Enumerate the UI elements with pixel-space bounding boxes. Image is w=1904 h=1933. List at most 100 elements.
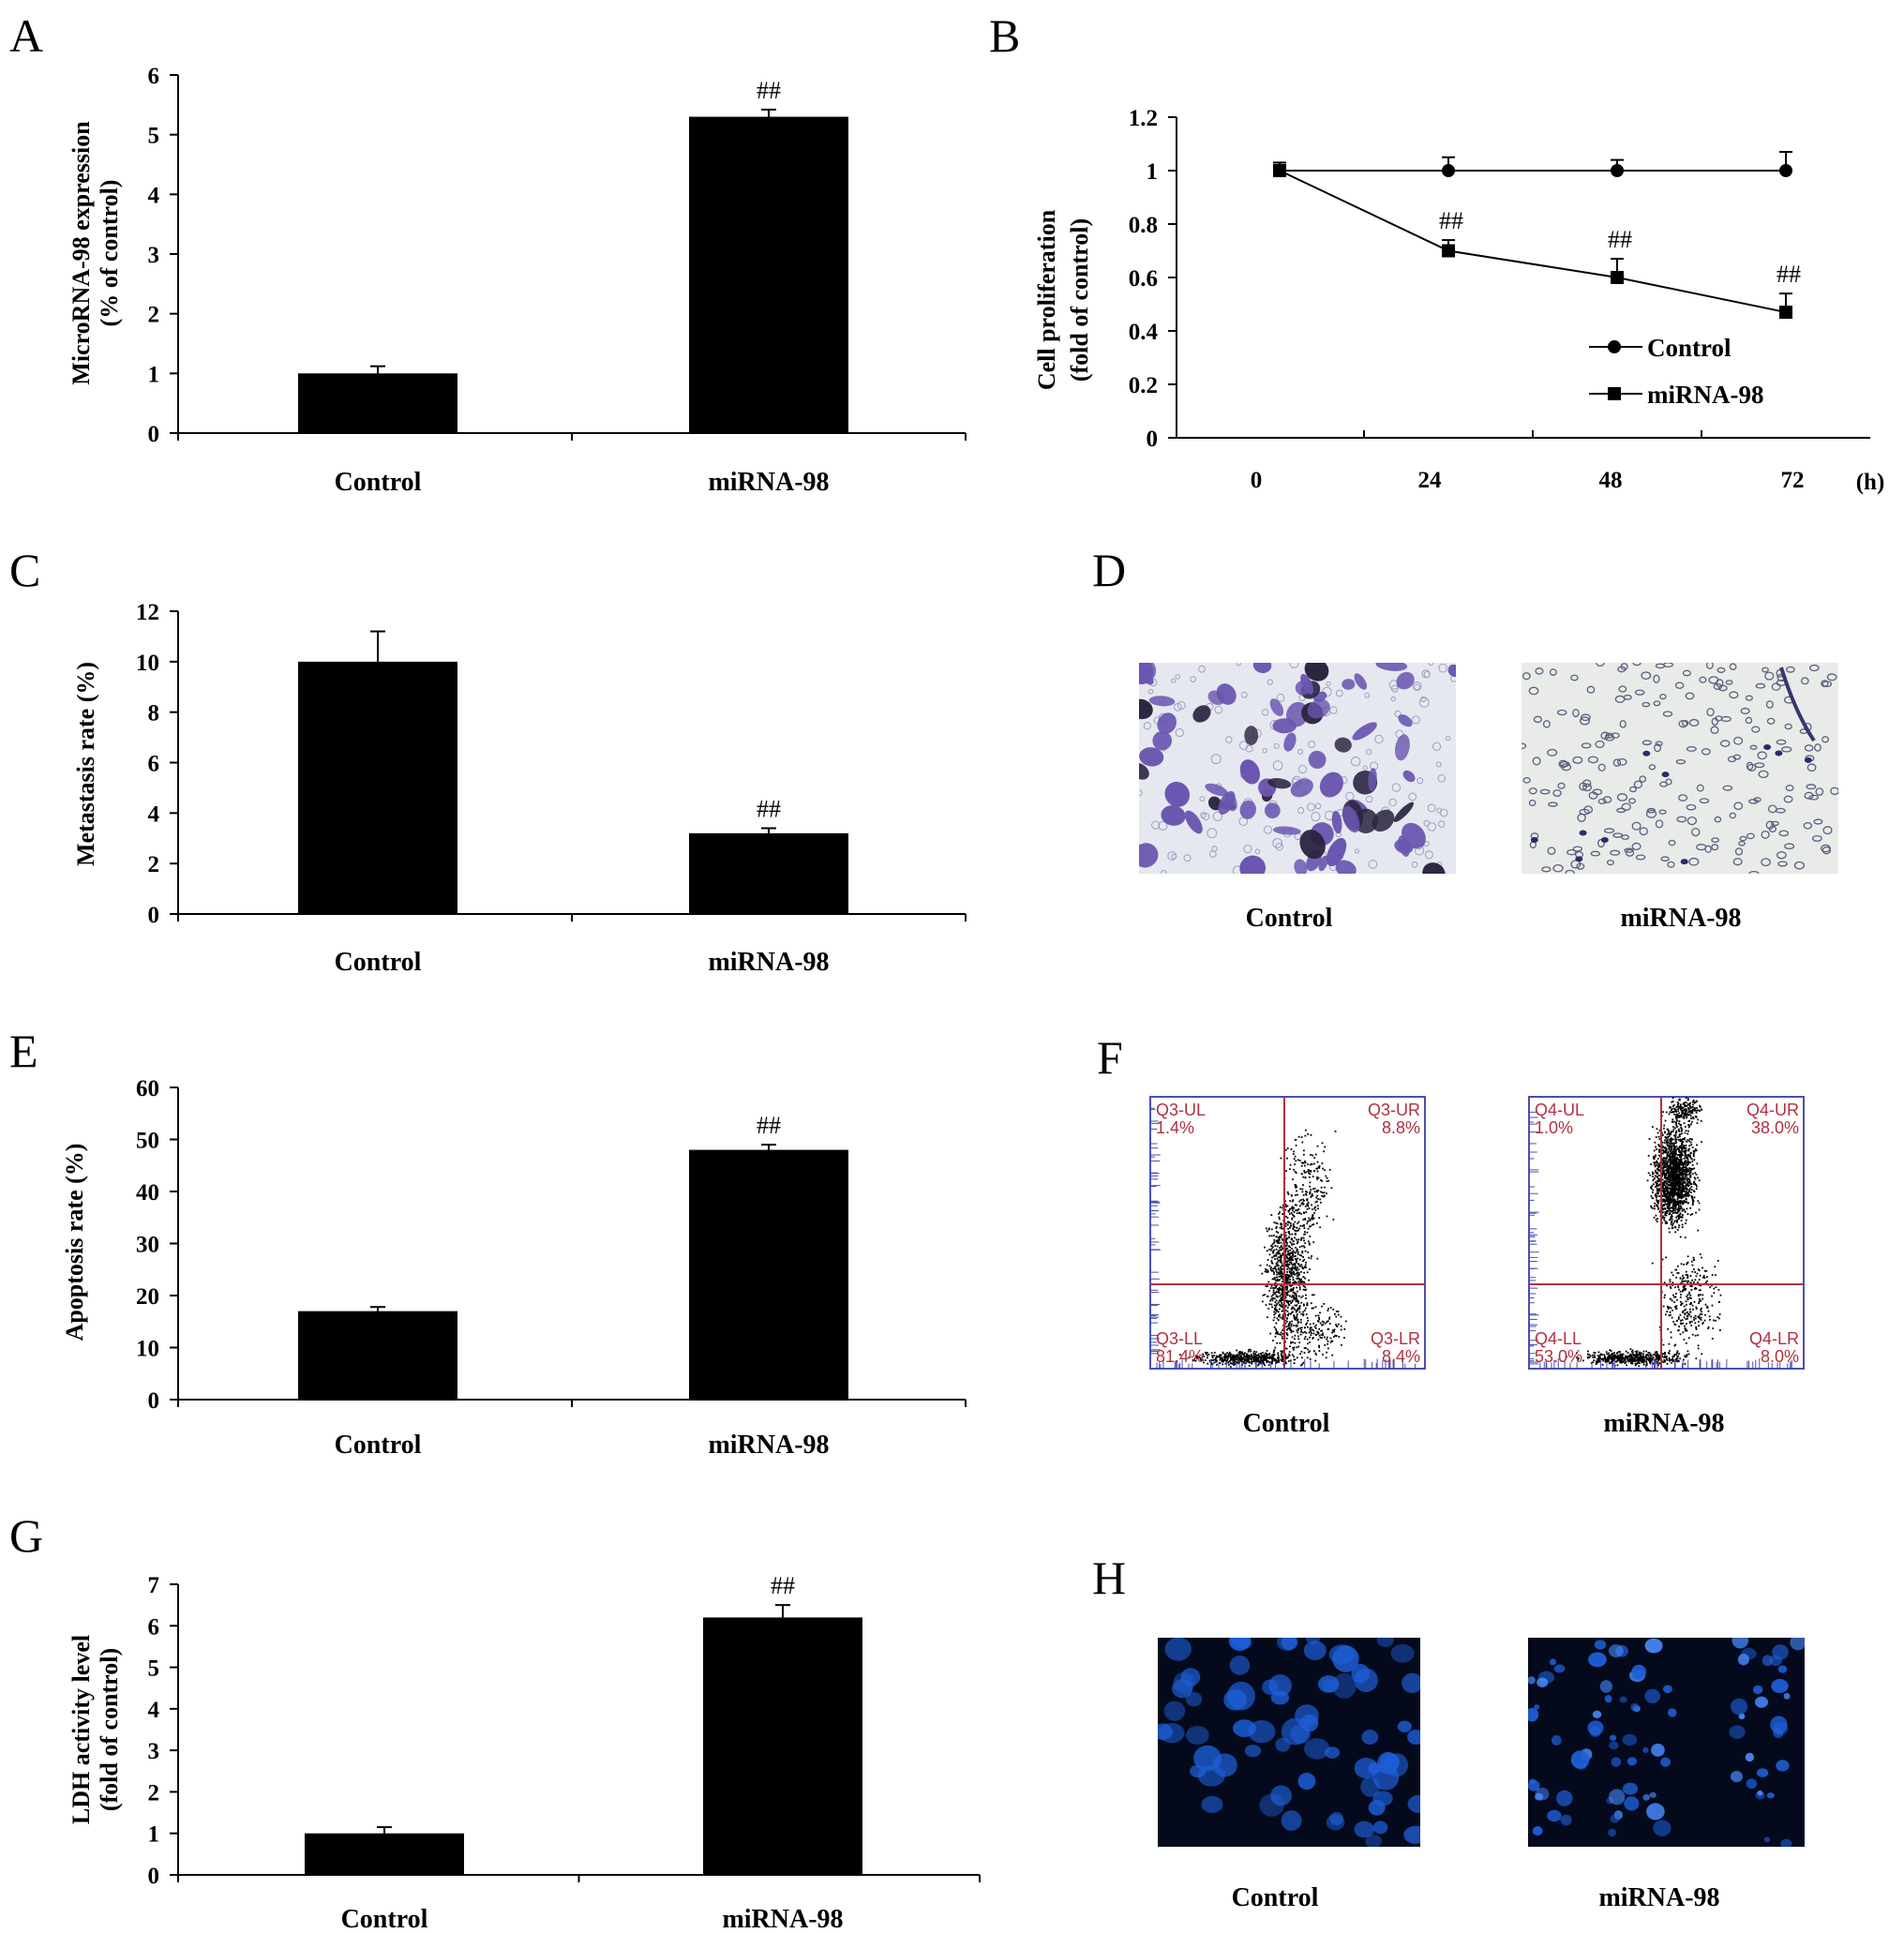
facs-event (1308, 1351, 1311, 1354)
membrane-pore (1632, 663, 1642, 667)
y-tick-label: 0.4 (1129, 320, 1159, 345)
facs-event (1674, 1231, 1677, 1234)
facs-event (1683, 1316, 1686, 1319)
facs-event (1291, 1200, 1294, 1203)
facs-event (1665, 1193, 1668, 1196)
facs-event (1288, 1323, 1291, 1326)
membrane-pore (1668, 839, 1676, 847)
facs-event (1284, 1208, 1287, 1211)
facs-event (1276, 1265, 1278, 1267)
facs-event (1639, 1351, 1641, 1354)
facs-event (1667, 1150, 1670, 1153)
facs-event (1683, 1138, 1686, 1141)
facs-event (1679, 1212, 1682, 1215)
membrane-pore (1745, 695, 1753, 701)
facs-event (1676, 1211, 1679, 1214)
facs-event (1591, 1354, 1594, 1356)
facs-event (1683, 1287, 1686, 1290)
facs-event (1286, 1270, 1288, 1273)
facs-event (1675, 1191, 1678, 1194)
facs-event (1309, 1328, 1312, 1330)
facs-event (1272, 1289, 1275, 1292)
facs-event (1285, 1263, 1288, 1266)
facs-event (1687, 1311, 1689, 1313)
facs-event (1273, 1357, 1276, 1360)
facs-event (1679, 1140, 1682, 1143)
facs-event (1681, 1200, 1684, 1203)
facs-event (1273, 1316, 1276, 1319)
facs-event (1329, 1341, 1332, 1343)
facs-event (1675, 1193, 1677, 1195)
facs-event (1658, 1146, 1661, 1147)
facs-event (1279, 1287, 1281, 1290)
facs-event (1300, 1212, 1302, 1215)
facs-event (1692, 1155, 1695, 1158)
facs-event (1690, 1320, 1693, 1323)
facs-event (1678, 1193, 1681, 1195)
facs-event (1657, 1199, 1659, 1202)
membrane-pore (1738, 840, 1746, 847)
facs-event (1687, 1174, 1689, 1176)
facs-event (1308, 1256, 1310, 1259)
facs-event (1268, 1289, 1271, 1292)
facs-event (1258, 1356, 1260, 1358)
facs-event (1275, 1329, 1278, 1332)
membrane-pore (1621, 834, 1630, 840)
facs-event (1676, 1219, 1679, 1221)
facs-event (1666, 1209, 1668, 1212)
facs-event (1670, 1171, 1672, 1174)
facs-event (1281, 1272, 1283, 1275)
facs-event (1672, 1138, 1674, 1141)
membrane-pore (1764, 671, 1775, 681)
facs-event (1233, 1357, 1236, 1359)
facs-event (1672, 1202, 1674, 1205)
facs-event (1680, 1294, 1682, 1296)
facs-event (1676, 1173, 1679, 1176)
facs-event (1688, 1172, 1691, 1175)
facs-event (1658, 1165, 1661, 1168)
facs-event (1306, 1304, 1309, 1307)
membrane-pore (1616, 793, 1628, 802)
facs-event (1292, 1178, 1294, 1180)
facs-event (1678, 1178, 1681, 1180)
facs-event (1649, 1357, 1652, 1360)
facs-event (1693, 1288, 1696, 1290)
facs-event (1285, 1347, 1288, 1350)
y-tick-label: 30 (136, 1233, 159, 1258)
facs-event (1302, 1161, 1305, 1164)
facs-event (1286, 1257, 1289, 1260)
facs-event (1297, 1335, 1299, 1338)
membrane-pore (1648, 764, 1657, 771)
facs-event (1658, 1138, 1661, 1140)
facs-event (1227, 1356, 1230, 1357)
facs-event (1687, 1337, 1690, 1340)
facs-event (1656, 1128, 1658, 1131)
facs-event (1295, 1251, 1297, 1254)
facs-event (1303, 1199, 1305, 1202)
facs-event (1678, 1165, 1681, 1168)
facs-event (1696, 1185, 1698, 1188)
facs-event (1638, 1358, 1640, 1361)
facs-event (1230, 1356, 1233, 1359)
facs-event (1274, 1301, 1277, 1304)
facs-event (1266, 1250, 1268, 1252)
facs-event (1674, 1148, 1677, 1151)
facs-event (1270, 1297, 1273, 1300)
membrane-pore (1368, 860, 1378, 869)
membrane-pore (1785, 666, 1795, 673)
facs-event (1672, 1144, 1675, 1146)
facs-event (1300, 1173, 1303, 1176)
facs-event (1676, 1352, 1678, 1355)
facs-event (1292, 1239, 1295, 1242)
facs-event (1672, 1169, 1674, 1172)
stained-cell (1335, 860, 1357, 874)
facs-event (1636, 1362, 1638, 1365)
facs-event (1692, 1153, 1695, 1155)
facs-event (1304, 1307, 1307, 1310)
facs-event (1316, 1176, 1318, 1178)
facs-event (1610, 1356, 1612, 1359)
facs-event (1641, 1356, 1642, 1357)
facs-event (1266, 1270, 1268, 1273)
facs-event (1668, 1175, 1671, 1176)
stained-cell (1319, 772, 1343, 798)
